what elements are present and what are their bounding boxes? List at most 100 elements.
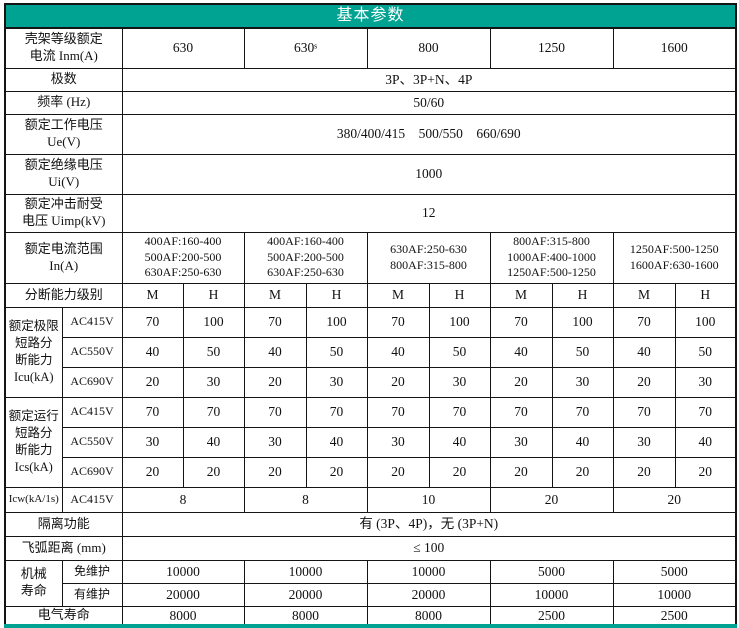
ics-value: 20 (489, 456, 553, 488)
ics-value: 20 (121, 456, 184, 488)
mech-life-value: 20000 (243, 582, 368, 607)
mech-life-value: 20000 (366, 582, 491, 607)
ics-value: 30 (243, 426, 307, 458)
breaking-class-value: M (366, 282, 430, 308)
row-insulation-voltage: 额定绝缘电压 Ui(V) 1000 (4, 153, 737, 195)
icu-value: 30 (551, 366, 614, 398)
current-range-value: 400AF:160-400 500AF:200-500 630AF:250-63… (121, 231, 245, 284)
icu-value: 40 (121, 336, 184, 368)
breaking-class-value: M (612, 282, 676, 308)
mech-life-value: 20000 (121, 582, 245, 607)
frame-current-value: 1600 (612, 27, 737, 69)
frame-current-value: 630ˢ (243, 27, 368, 69)
row-icw: Icw(kA/1s) AC415V 8 8 10 20 20 (4, 486, 737, 513)
breaking-class-value: M (121, 282, 184, 308)
frame-current-value: 800 (366, 27, 491, 69)
icw-sub-label: AC415V (61, 486, 123, 513)
row-breaking-class: 分断能力级别 M H M H M H M H M H (4, 282, 737, 308)
spec-sheet: 基本参数 壳架等级额定 电流 Inm(A) 630 630ˢ 800 1250 … (3, 3, 738, 628)
ics-sub-label: AC415V (61, 396, 123, 428)
current-range-value: 800AF:315-800 1000AF:400-1000 1250AF:500… (489, 231, 614, 284)
mech-life-value: 5000 (489, 559, 614, 584)
impulse-voltage-value: 12 (121, 193, 737, 233)
row-poles: 极数 3P、3P+N、4P (4, 67, 737, 92)
rated-voltage-value: 380/400/415 500/550 660/690 (121, 113, 737, 155)
ics-value: 30 (489, 426, 553, 458)
ics-value: 40 (182, 426, 245, 458)
icu-value: 30 (674, 366, 737, 398)
table-title: 基本参数 (3, 3, 738, 29)
ics-value: 20 (674, 456, 737, 488)
current-range-value: 630AF:250-630 800AF:315-800 (366, 231, 491, 284)
row-elec-life: 电气寿命 8000 8000 8000 2500 2500 (4, 605, 737, 627)
icu-value: 70 (366, 306, 430, 338)
icu-value: 50 (551, 336, 614, 368)
row-frame-current: 壳架等级额定 电流 Inm(A) 630 630ˢ 800 1250 1600 (4, 27, 737, 69)
row-current-range: 额定电流范围 In(A) 400AF:160-400 500AF:200-500… (4, 231, 737, 284)
arc-distance-value: ≤ 100 (121, 535, 737, 561)
row-arc-distance: 飞弧距离 (mm) ≤ 100 (4, 535, 737, 561)
mech-life-sub-label: 有维护 (61, 582, 123, 607)
elec-life-value: 8000 (121, 605, 245, 627)
row-impulse-voltage: 额定冲击耐受 电压 Uimp(kV) 12 (4, 193, 737, 233)
icu-value: 100 (305, 306, 368, 338)
row-isolation: 隔离功能 有 (3P、4P)，无 (3P+N) (4, 511, 737, 537)
row-title: 基本参数 (3, 3, 738, 29)
icu-value: 70 (121, 306, 184, 338)
ics-value: 70 (366, 396, 430, 428)
ics-sub-label: AC550V (61, 426, 123, 458)
elec-life-value: 2500 (489, 605, 614, 627)
icu-value: 20 (612, 366, 676, 398)
arc-distance-label: 飞弧距离 (mm) (4, 535, 123, 561)
frame-current-value: 630 (121, 27, 245, 69)
icu-value: 20 (489, 366, 553, 398)
ics-value: 70 (551, 396, 614, 428)
ics-value: 70 (305, 396, 368, 428)
ics-value: 70 (674, 396, 737, 428)
icu-value: 50 (182, 336, 245, 368)
mech-life-value: 10000 (489, 582, 614, 607)
row-rated-voltage: 额定工作电压 Ue(V) 380/400/415 500/550 660/690 (4, 113, 737, 155)
ics-value: 40 (428, 426, 491, 458)
ics-value: 30 (366, 426, 430, 458)
ics-value: 20 (182, 456, 245, 488)
icw-value: 20 (612, 486, 737, 513)
breaking-class-value: H (182, 282, 245, 308)
icu-value: 100 (551, 306, 614, 338)
ics-value: 20 (366, 456, 430, 488)
mech-life-value: 10000 (121, 559, 245, 584)
ics-value: 20 (305, 456, 368, 488)
row-frequency: 频率 (Hz) 50/60 (4, 90, 737, 115)
row-icu-ac550v: AC550V 40 50 40 50 40 50 40 50 40 50 (5, 336, 737, 368)
ics-value: 70 (428, 396, 491, 428)
mech-life-value: 10000 (243, 559, 368, 584)
mech-life-value: 10000 (366, 559, 491, 584)
row-ics-ac415v: 额定运行 短路分 断能力 Ics(kA) AC415V 70 70 70 70 … (4, 396, 737, 488)
icu-value: 40 (366, 336, 430, 368)
ics-value: 30 (612, 426, 676, 458)
frame-current-value: 1250 (489, 27, 614, 69)
icu-value: 100 (428, 306, 491, 338)
elec-life-value: 8000 (243, 605, 368, 627)
icw-value: 8 (243, 486, 368, 513)
row-mech-life-free: 机械 寿命 免维护 10000 10000 10000 5000 5000 (4, 559, 737, 607)
breaking-class-value: H (305, 282, 368, 308)
ics-value: 20 (243, 456, 307, 488)
icu-value: 70 (489, 306, 553, 338)
icu-value: 70 (612, 306, 676, 338)
insulation-voltage-label: 额定绝缘电压 Ui(V) (4, 153, 123, 195)
icw-label: Icw(kA/1s) (4, 486, 63, 513)
icu-value: 20 (121, 366, 184, 398)
elec-life-label: 电气寿命 (4, 605, 123, 627)
icw-value: 8 (121, 486, 245, 513)
mech-life-value: 10000 (612, 582, 737, 607)
ics-value: 40 (551, 426, 614, 458)
ics-value: 70 (182, 396, 245, 428)
icu-value: 30 (182, 366, 245, 398)
icu-sub-label: AC550V (61, 336, 123, 368)
icu-value: 20 (243, 366, 307, 398)
frequency-label: 频率 (Hz) (4, 90, 123, 115)
icu-value: 40 (489, 336, 553, 368)
poles-value: 3P、3P+N、4P (121, 67, 737, 92)
frame-current-label: 壳架等级额定 电流 Inm(A) (4, 27, 123, 69)
